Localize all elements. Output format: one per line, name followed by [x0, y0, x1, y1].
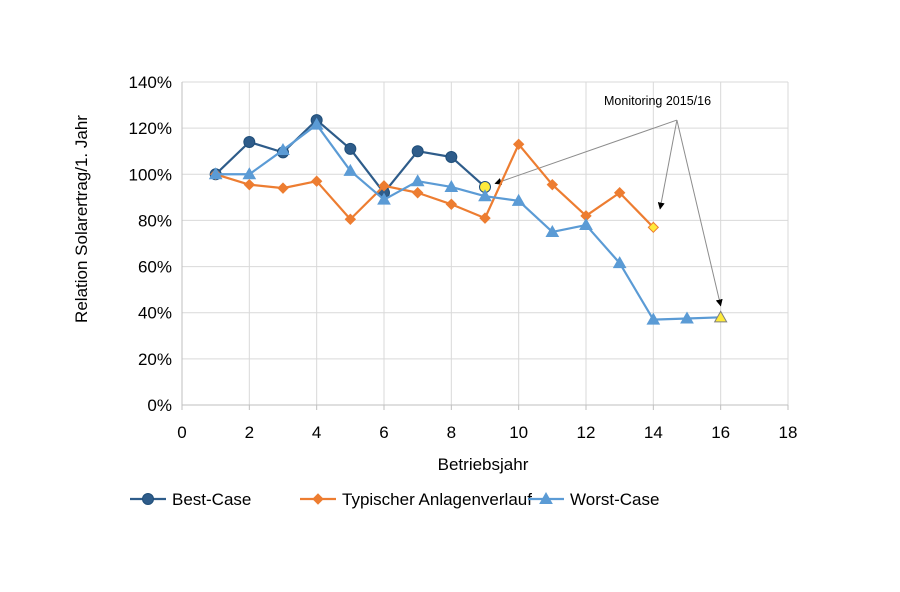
- y-tick-labels: 0% 20% 40% 60% 80% 100% 120% 140%: [129, 73, 172, 415]
- data-point: [208, 167, 223, 180]
- legend-marker: [312, 493, 324, 505]
- legend-label: Best-Case: [172, 490, 251, 509]
- data-point: [445, 198, 458, 210]
- y-tick-label: 60%: [138, 258, 172, 277]
- series-line: [214, 118, 486, 194]
- series-line: [215, 123, 721, 321]
- legend-item: Best-Case: [130, 490, 251, 509]
- data-point: [713, 310, 728, 323]
- data-point: [377, 192, 391, 205]
- legend-label: Typischer Anlagenverlauf: [342, 490, 532, 509]
- legend-label: Worst-Case: [570, 490, 659, 509]
- data-point: [445, 150, 458, 163]
- data-point: [309, 117, 324, 130]
- x-tick-label: 8: [447, 423, 456, 442]
- data-point: [378, 180, 390, 192]
- grid-lines: [182, 81, 789, 405]
- series-triangle: [208, 117, 728, 325]
- y-tick-label: 20%: [138, 350, 172, 369]
- data-point: [479, 212, 491, 224]
- y-tick-label: 140%: [129, 73, 172, 92]
- annotation-arrow: [657, 119, 678, 210]
- series-line: [215, 143, 655, 229]
- data-point: [613, 187, 626, 199]
- data-point: [344, 213, 357, 225]
- y-tick-label: 100%: [129, 165, 172, 184]
- data-point: [680, 311, 694, 324]
- legend: Best-Case Typischer Anlagenverlauf Worst-C…: [130, 490, 659, 509]
- y-tick-label: 0%: [147, 396, 172, 415]
- data-point: [410, 174, 425, 187]
- data-point: [242, 167, 257, 180]
- series-layer: [208, 114, 728, 325]
- annotation: Monitoring 2015/16: [494, 94, 723, 307]
- x-tick-label: 0: [177, 423, 186, 442]
- data-point: [310, 175, 323, 187]
- x-tick-label: 12: [577, 423, 596, 442]
- data-point: [444, 179, 459, 192]
- x-tick-label: 14: [644, 423, 663, 442]
- data-point: [612, 256, 627, 269]
- y-tick-label: 120%: [129, 119, 172, 138]
- data-point: [511, 193, 526, 206]
- data-point: [243, 135, 256, 148]
- data-point: [411, 187, 424, 199]
- x-tick-labels: 0 2 4 6 8 10 12 14 16 18: [177, 423, 797, 442]
- series-diamond: [209, 138, 660, 234]
- data-point: [243, 178, 256, 191]
- data-point: [478, 189, 492, 202]
- x-tick-label: 18: [779, 423, 798, 442]
- legend-item: Worst-Case: [528, 490, 659, 509]
- x-tick-label: 4: [312, 423, 321, 442]
- legend-marker: [142, 493, 154, 505]
- data-point: [276, 143, 290, 156]
- x-tick-label: 2: [245, 423, 254, 442]
- data-point: [411, 145, 424, 158]
- legend-item: Typischer Anlagenverlauf: [300, 490, 532, 509]
- legend-marker: [539, 491, 553, 504]
- y-axis-label: Relation Solarertrag/1. Jahr: [72, 115, 91, 323]
- data-point: [344, 142, 357, 155]
- data-point: [646, 312, 661, 325]
- annotation-arrow: [676, 119, 723, 307]
- data-point: [512, 138, 525, 150]
- x-tick-label: 10: [509, 423, 528, 442]
- y-tick-label: 40%: [138, 304, 172, 323]
- x-tick-label: 16: [711, 423, 730, 442]
- x-tick-label: 6: [379, 423, 388, 442]
- axes: [181, 82, 789, 410]
- data-point: [647, 221, 660, 234]
- x-axis-label: Betriebsjahr: [438, 455, 529, 474]
- data-point: [579, 218, 593, 231]
- data-point: [545, 224, 560, 237]
- data-point: [277, 182, 289, 194]
- y-tick-label: 80%: [138, 211, 172, 230]
- data-point: [546, 178, 559, 191]
- annotation-arrow: [494, 119, 678, 185]
- annotation-label: Monitoring 2015/16: [604, 94, 711, 108]
- data-point: [343, 163, 358, 176]
- series-circle: [209, 114, 491, 199]
